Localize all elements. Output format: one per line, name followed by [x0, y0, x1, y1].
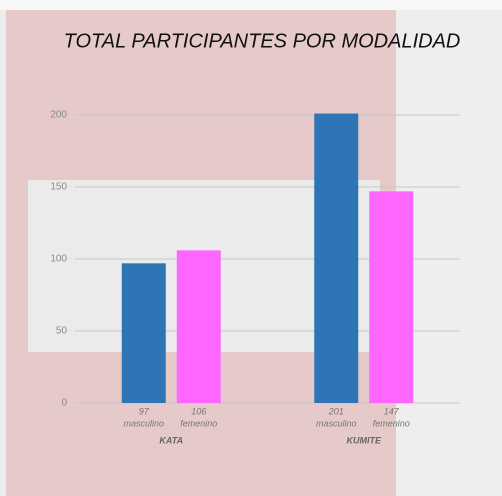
y-tick-label: 0: [61, 398, 67, 409]
y-tick-label: 100: [50, 254, 67, 265]
background-image: [0, 0, 502, 10]
value-label: 201: [328, 406, 344, 416]
chart-title: TOTAL PARTICIPANTES POR MODALIDAD: [64, 30, 461, 52]
bar: [314, 113, 359, 403]
value-label: 106: [191, 406, 206, 416]
series-label: femenino: [373, 418, 410, 428]
y-tick-label: 200: [50, 110, 67, 121]
y-tick-label: 50: [56, 326, 68, 337]
bar: [369, 191, 414, 403]
y-tick-label: 150: [50, 182, 67, 193]
value-label: 97: [139, 406, 150, 416]
background-image: [396, 10, 502, 496]
bar: [176, 250, 221, 403]
bar: [121, 263, 166, 403]
value-label: 147: [384, 406, 400, 416]
series-label: masculino: [316, 418, 357, 428]
x-tick-label: KUMITE: [347, 435, 382, 445]
x-tick-label: KATA: [159, 435, 183, 445]
series-label: masculino: [123, 418, 164, 428]
series-label: femenino: [180, 418, 217, 428]
